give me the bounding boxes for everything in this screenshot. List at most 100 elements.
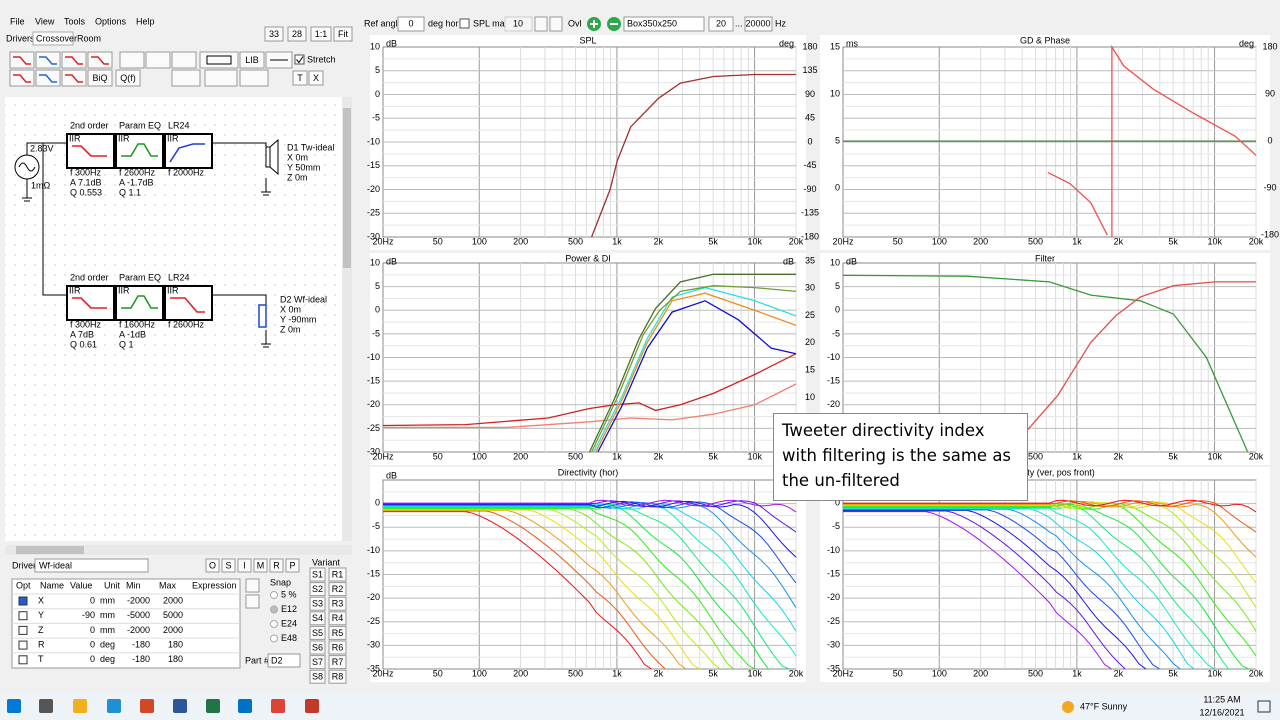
taskbar-icon[interactable] — [107, 699, 121, 713]
scrollbar[interactable] — [342, 97, 352, 541]
tool-button[interactable] — [199, 51, 239, 69]
spl-check[interactable] — [459, 18, 470, 29]
tool-button[interactable] — [171, 51, 197, 69]
filter-block[interactable] — [115, 133, 164, 169]
x-tick-label: 10k — [747, 668, 762, 678]
taskbar-icon[interactable] — [271, 699, 285, 713]
source-voltage: 2.83V — [30, 143, 54, 153]
tool-button[interactable] — [87, 69, 113, 87]
driver-param: Y -90mm — [280, 314, 316, 324]
taskbar-icon[interactable] — [305, 699, 319, 713]
tool-button[interactable] — [204, 69, 238, 87]
row-check[interactable] — [18, 611, 28, 621]
tab-active[interactable] — [32, 31, 74, 46]
up-button[interactable] — [245, 578, 260, 593]
snap-radio[interactable] — [270, 620, 278, 628]
taskbar-icon[interactable] — [238, 699, 252, 713]
x-tick-label: 1k — [1072, 668, 1082, 678]
y2-tick-label: 15 — [805, 365, 815, 375]
variant-button[interactable] — [328, 611, 347, 626]
variant-button[interactable] — [328, 582, 347, 597]
input[interactable] — [708, 16, 734, 32]
scroll-thumb[interactable] — [343, 108, 351, 268]
mode-button[interactable] — [237, 558, 252, 573]
row-check[interactable] — [18, 640, 28, 650]
filter-block[interactable] — [164, 133, 213, 169]
mode-button[interactable] — [205, 558, 220, 573]
taskbar-icon[interactable] — [73, 699, 87, 713]
block-title: 2nd order — [70, 120, 109, 130]
row-check[interactable] — [18, 625, 28, 635]
x-tick-label: 100 — [472, 451, 487, 461]
zoom-button[interactable] — [310, 26, 332, 42]
snap-radio[interactable] — [270, 591, 278, 599]
row-check[interactable] — [18, 655, 28, 665]
taskbar-icon[interactable] — [39, 699, 53, 713]
variant-button[interactable] — [309, 625, 326, 640]
variant-button[interactable] — [309, 640, 326, 655]
tool-button-label: LIB — [245, 55, 259, 65]
snap-radio[interactable] — [270, 605, 278, 614]
mode-button[interactable] — [269, 558, 284, 573]
tool-button[interactable] — [115, 69, 141, 87]
taskbar-icon[interactable] — [140, 699, 154, 713]
stretch-check[interactable] — [294, 54, 305, 65]
table-header: Name — [40, 580, 64, 590]
h-scrollbar[interactable] — [5, 545, 352, 555]
down-button[interactable] — [245, 594, 260, 609]
curve — [843, 505, 1229, 670]
curve — [597, 300, 797, 453]
snap-radio[interactable] — [270, 634, 278, 643]
tool-button[interactable] — [239, 51, 265, 69]
snap-option: E24 — [281, 618, 297, 628]
spin-button[interactable] — [534, 16, 548, 32]
variant-button[interactable] — [309, 611, 326, 626]
taskbar-icon[interactable] — [206, 699, 220, 713]
tool-button[interactable] — [292, 70, 308, 86]
input[interactable] — [623, 16, 705, 32]
x-tick-label: 5k — [1168, 451, 1178, 461]
mode-button[interactable] — [253, 558, 268, 573]
unit-label: deg — [1239, 38, 1254, 48]
tool-button[interactable] — [119, 51, 145, 69]
source-resistance: 1mΩ — [31, 180, 51, 190]
filter-block[interactable] — [66, 133, 115, 169]
filter-block[interactable] — [115, 285, 164, 321]
notification-icon[interactable] — [1257, 700, 1271, 713]
part-box[interactable] — [267, 653, 301, 668]
variant-button[interactable] — [328, 625, 347, 640]
variant-button[interactable] — [309, 669, 326, 684]
block-tag: IIR — [69, 133, 81, 143]
variant-button[interactable] — [309, 567, 326, 582]
input[interactable] — [397, 16, 425, 32]
variant-button[interactable] — [309, 655, 326, 670]
zoom-button[interactable] — [264, 26, 284, 42]
variant-button[interactable] — [309, 582, 326, 597]
input-value: Box350x250 — [627, 18, 677, 28]
tool-button[interactable] — [308, 70, 324, 86]
taskbar-icon[interactable] — [173, 699, 187, 713]
row-check[interactable] — [18, 596, 28, 606]
tool-button[interactable] — [239, 69, 269, 87]
zoom-button[interactable] — [287, 26, 307, 42]
curve — [843, 511, 1112, 670]
variant-button[interactable] — [328, 669, 347, 684]
mode-button[interactable] — [285, 558, 300, 573]
variant-button[interactable] — [328, 567, 347, 582]
variant-button[interactable] — [328, 596, 347, 611]
tool-icon — [39, 74, 57, 83]
variant-button[interactable] — [328, 655, 347, 670]
h-scroll-thumb[interactable] — [16, 546, 84, 554]
tool-button[interactable] — [171, 69, 201, 87]
y2-tick-label: 0 — [1267, 135, 1272, 145]
variant-button[interactable] — [328, 640, 347, 655]
mode-button[interactable] — [221, 558, 236, 573]
zoom-button[interactable] — [333, 26, 353, 42]
filter-block[interactable] — [66, 285, 115, 321]
variant-button[interactable] — [309, 596, 326, 611]
input[interactable] — [744, 16, 773, 32]
driver-select[interactable] — [34, 558, 149, 573]
collapse-button[interactable] — [549, 16, 563, 32]
taskbar-icon[interactable] — [7, 699, 21, 713]
tool-button[interactable] — [145, 51, 171, 69]
